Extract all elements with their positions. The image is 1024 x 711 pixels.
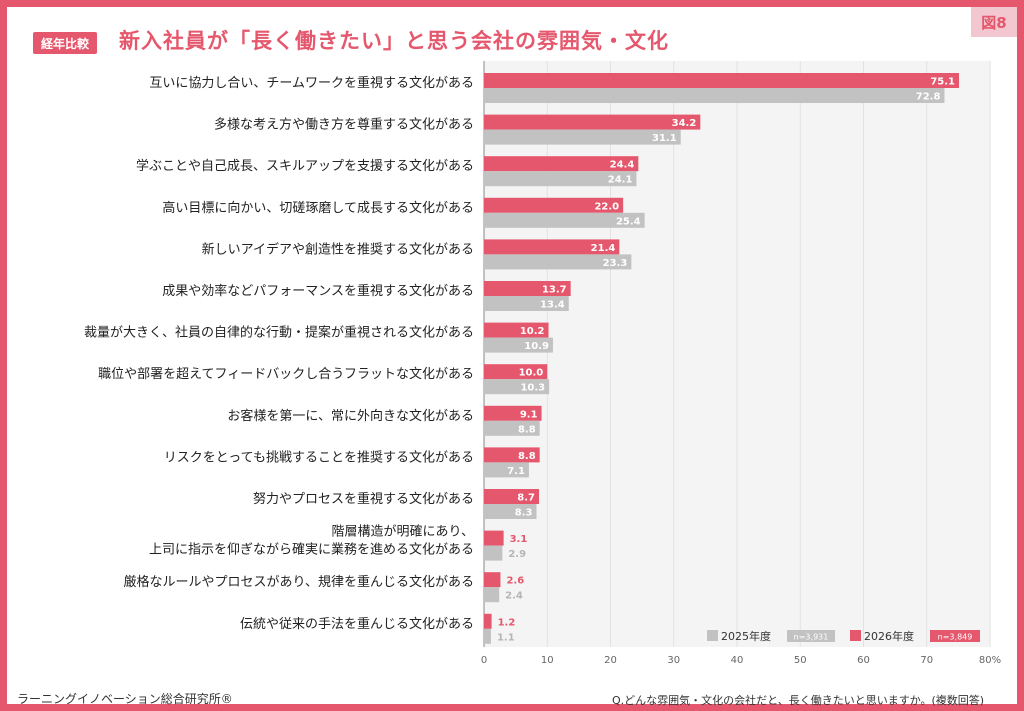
- category-labels: 互いに協力し合い、チームワークを重視する文化がある多様な考え方や働き方を尊重する…: [84, 75, 474, 632]
- bars: [484, 73, 960, 644]
- legend-label-2025: 2025年度: [721, 629, 771, 643]
- category-label: 伝統や従来の手法を重んじる文化がある: [240, 616, 474, 632]
- value-label-2025: 7.1: [507, 466, 525, 477]
- category-label: 職位や部署を超えてフィードバックし合うフラットな文化がある: [98, 367, 474, 382]
- x-axis-ticks: 0 10 20 30 40 50 60 70 80%: [481, 655, 1001, 666]
- legend-n-badge-2026: [930, 630, 980, 642]
- category-label: 上司に指示を仰ぎながら確実に業務を進める文化がある: [149, 542, 474, 558]
- value-label-2026: 1.2: [498, 617, 516, 628]
- bar-2026: [484, 73, 960, 88]
- bar-2025: [484, 171, 637, 187]
- value-label-2025: 2.9: [508, 549, 526, 560]
- x-tick-label: 20: [604, 655, 617, 666]
- category-label: 高い目標に向かい、切磋琢磨して成長する文化がある: [162, 200, 474, 216]
- x-tick-label: 10: [541, 655, 554, 666]
- value-labels: 75.1 72.8 34.2 31.1 24.4 24.1 22.0 25.4 21.4 23.3…: [497, 77, 955, 644]
- category-label: 階層構造が明確にあり、: [332, 524, 474, 540]
- value-label-2025: 10.3: [520, 383, 545, 394]
- bar-2026: [484, 572, 501, 588]
- value-label-2026: 10.2: [520, 326, 545, 337]
- bar-2025: [484, 88, 945, 103]
- category-label: 努力やプロセスを重視する文化がある: [253, 491, 474, 507]
- bar-2025: [484, 420, 540, 436]
- category-label: 互いに協力し合い、チームワークを重視する文化がある: [149, 75, 474, 91]
- chart-title: 新入社員が「長く働きたい」と思う会社の雰囲気・文化: [119, 29, 669, 53]
- bar-2025: [484, 628, 491, 644]
- category-label: 厳格なルールやプロセスがあり、規律を重んじる文化がある: [124, 574, 474, 590]
- value-label-2025: 1.1: [497, 632, 515, 643]
- value-label-2025: 8.3: [515, 508, 533, 519]
- category-label: 成果や効率などパフォーマンスを重視する文化がある: [162, 283, 474, 299]
- bar-2025: [484, 379, 550, 395]
- value-label-2026: 22.0: [594, 201, 619, 212]
- legend-swatch-2026: [850, 630, 861, 641]
- legend-n-2025: n=3,931: [794, 633, 829, 642]
- category-label: お客様を第一に、常に外向きな文化がある: [227, 408, 474, 424]
- legend-label-2026: 2026年度: [864, 629, 914, 643]
- bar-2026: [484, 489, 540, 504]
- value-label-2026: 10.0: [519, 368, 544, 379]
- x-tick-label: 30: [667, 655, 680, 666]
- legend-swatch-2025: [707, 630, 718, 641]
- bar-2025: [484, 587, 500, 603]
- value-label-2026: 8.7: [517, 493, 535, 504]
- bar-2025: [484, 296, 569, 311]
- category-label: 新しいアイデアや創造性を推奨する文化がある: [202, 241, 474, 257]
- value-label-2025: 25.4: [616, 216, 641, 227]
- legend-n-badge-2025: [787, 630, 835, 642]
- bar-2026: [484, 114, 701, 130]
- bar-2026: [484, 530, 504, 546]
- bar-2026: [484, 405, 542, 421]
- value-label-2025: 2.4: [505, 591, 523, 602]
- category-label: 学ぶことや自己成長、スキルアップを支援する文化がある: [136, 158, 474, 174]
- value-label-2026: 21.4: [591, 243, 616, 254]
- bar-2026: [484, 322, 549, 338]
- bar-2025: [484, 504, 537, 519]
- value-label-2025: 8.8: [518, 424, 536, 435]
- bar-2026: [484, 197, 624, 213]
- publisher-credit: ラーニングイノベーション総合研究所®: [17, 692, 233, 706]
- bar-2026: [484, 156, 639, 172]
- value-label-2026: 24.4: [610, 160, 635, 171]
- value-label-2025: 23.3: [603, 258, 628, 269]
- bar-2025: [484, 129, 681, 145]
- category-label: リスクをとっても挑戦することを推奨する文化がある: [164, 450, 474, 465]
- category-label: 多様な考え方や働き方を尊重する文化がある: [214, 117, 474, 133]
- value-label-2025: 72.8: [916, 92, 941, 103]
- value-label-2026: 75.1: [930, 77, 955, 88]
- value-label-2026: 2.6: [506, 576, 524, 587]
- value-label-2026: 13.7: [542, 285, 567, 296]
- bar-2026: [484, 447, 540, 463]
- x-tick-label: 70: [920, 655, 933, 666]
- legend: 2025年度 n=3,931 2026年度 n=3,849: [707, 629, 980, 643]
- bar-2025: [484, 212, 645, 228]
- bar-2025: [484, 254, 632, 270]
- value-label-2025: 10.9: [524, 341, 549, 352]
- x-tick-label: 40: [731, 655, 744, 666]
- x-tick-label: 0: [481, 655, 487, 666]
- value-label-2025: 24.1: [608, 175, 633, 186]
- value-label-2025: 13.4: [540, 300, 565, 311]
- category-label: 裁量が大きく、社員の自律的な行動・提案が重視される文化がある: [84, 325, 474, 341]
- value-label-2026: 8.8: [518, 451, 536, 462]
- x-tick-label: 50: [794, 655, 807, 666]
- bar-2026: [484, 364, 548, 380]
- bar-2026: [484, 281, 571, 296]
- figure-number: 図8: [971, 7, 1017, 37]
- bar-2025: [484, 337, 553, 353]
- bar-2026: [484, 239, 620, 255]
- bar-2025: [484, 462, 529, 478]
- comparison-badge: 経年比較: [33, 32, 98, 54]
- bar-2025: [484, 545, 503, 561]
- value-label-2026: 3.1: [510, 534, 528, 545]
- x-tick-label: 60: [857, 655, 870, 666]
- value-label-2025: 31.1: [652, 133, 677, 144]
- legend-n-2026: n=3,849: [938, 633, 973, 642]
- bar-2026: [484, 613, 492, 629]
- x-tick-label: 80%: [979, 655, 1001, 666]
- value-label-2026: 34.2: [672, 118, 697, 129]
- survey-question: Q.どんな雰囲気・文化の会社だと、長く働きたいと思いますか。(複数回答): [612, 694, 985, 707]
- value-label-2026: 9.1: [520, 409, 538, 420]
